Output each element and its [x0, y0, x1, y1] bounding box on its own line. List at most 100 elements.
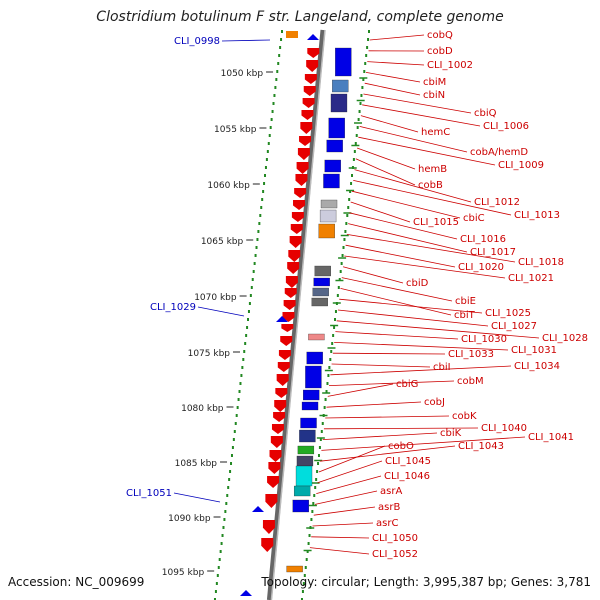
small-gene-box [286, 31, 298, 38]
ruler-label: 1065 kbp [201, 237, 244, 247]
outer-dot [264, 166, 267, 169]
reverse-gene-box [319, 209, 337, 223]
leader-line [330, 365, 512, 376]
reverse-gene-box [323, 173, 340, 189]
inner-dotted-circle [300, 30, 370, 600]
gene-labels: cobQ cobD CLI_1002 cbiM cbiN cbiQ CLI_1006 hemC… [126, 30, 588, 560]
outer-dot [272, 102, 275, 105]
outer-dot [227, 486, 230, 489]
forward-gene-arrow [288, 250, 301, 262]
inner-dot [326, 382, 329, 385]
forward-gene-arrow [297, 148, 310, 160]
reverse-gene-box [330, 93, 348, 113]
outer-dot [221, 534, 224, 537]
leader-line [309, 547, 370, 555]
gene-label: CLI_1016 [460, 234, 506, 245]
forward-gene-arrow [291, 212, 304, 222]
leader-line [313, 506, 376, 516]
leader-line [364, 82, 421, 96]
inner-dot [331, 342, 334, 345]
forward-gene-arrow [290, 224, 303, 234]
outer-dot [226, 494, 229, 497]
leader-line [358, 136, 496, 166]
leader-line [353, 180, 512, 216]
inner-dot [310, 518, 313, 521]
inner-dot [339, 270, 342, 273]
inner-dot [332, 334, 335, 337]
outer-dot [247, 318, 250, 321]
outer-dot [262, 190, 265, 193]
inner-dot [318, 446, 321, 449]
forward-gene-arrow [294, 188, 307, 198]
leader-line [334, 342, 509, 351]
inner-dot [307, 542, 310, 545]
forward-gene-arrow [295, 174, 308, 186]
leader-line [316, 475, 382, 494]
gene-label: hemC [421, 127, 450, 138]
outer-dot [237, 398, 240, 401]
leader-line [323, 427, 479, 430]
outer-dotted-circle [213, 30, 283, 600]
outer-dot [250, 286, 253, 289]
genome-info-text: Topology: circular; Length: 3,995,387 bp… [261, 575, 591, 589]
reverse-gene-box [297, 445, 315, 455]
reverse-gene-box [292, 499, 309, 513]
outer-dot [281, 30, 283, 33]
genome-backbone [266, 29, 326, 600]
outer-dot [267, 142, 270, 145]
forward-gene-arrow [280, 336, 293, 346]
feature-track [240, 31, 352, 596]
gene-label: cbiT [454, 310, 476, 321]
forward-gene-arrow [299, 136, 312, 146]
inner-dot [357, 118, 360, 121]
outer-dot [275, 78, 278, 81]
gene-label: cbiC [463, 213, 485, 224]
inner-dot [315, 478, 318, 481]
gene-label: CLI_1006 [483, 121, 529, 132]
inner-dot [348, 198, 351, 201]
ruler-label: 1085 kbp [175, 459, 218, 469]
ruler-label: 1095 kbp [162, 568, 205, 578]
inner-dot [336, 294, 339, 297]
leader-line [342, 266, 404, 284]
inner-dot [349, 190, 352, 193]
leader-line [332, 352, 446, 355]
leader-line [355, 158, 416, 186]
inner-dot [323, 406, 326, 409]
forward-gene-arrow [304, 74, 317, 84]
forward-gene-arrow [303, 86, 316, 96]
small-gene-marker [240, 590, 252, 596]
ruler-label: 1080 kbp [181, 404, 224, 414]
inner-dot [341, 254, 344, 257]
forward-gene-arrow [307, 48, 320, 58]
inner-dot [300, 598, 303, 600]
gene-label: CLI_1046 [384, 471, 430, 482]
reverse-gene-box [308, 333, 325, 341]
forward-gene-arrow [270, 436, 283, 448]
inner-dot [303, 574, 306, 577]
inner-dot [362, 78, 365, 81]
gene-label: CLI_1030 [461, 334, 507, 345]
forward-gene-arrow [293, 200, 306, 210]
gene-label: cobK [452, 411, 477, 422]
gene-label: asrC [376, 518, 398, 529]
leader-line [173, 492, 221, 503]
inner-dot [316, 470, 319, 473]
leader-line [356, 147, 416, 170]
gene-label: CLI_1021 [508, 273, 554, 284]
backbone-line [266, 29, 326, 600]
small-gene-marker [276, 316, 288, 322]
inner-dot [365, 54, 368, 57]
leader-line [335, 331, 459, 340]
inner-dot [366, 46, 369, 49]
outer-dot [241, 366, 244, 369]
reverse-gene-box [313, 277, 330, 287]
inner-dot [346, 214, 349, 217]
gene-label: CLI_1040 [481, 423, 527, 434]
inner-dot [304, 566, 307, 569]
leader-line [197, 306, 245, 317]
inner-dot [338, 278, 341, 281]
gene-label: CLI_1015 [413, 217, 459, 228]
inner-dot [345, 222, 348, 225]
outer-dot [256, 238, 259, 241]
